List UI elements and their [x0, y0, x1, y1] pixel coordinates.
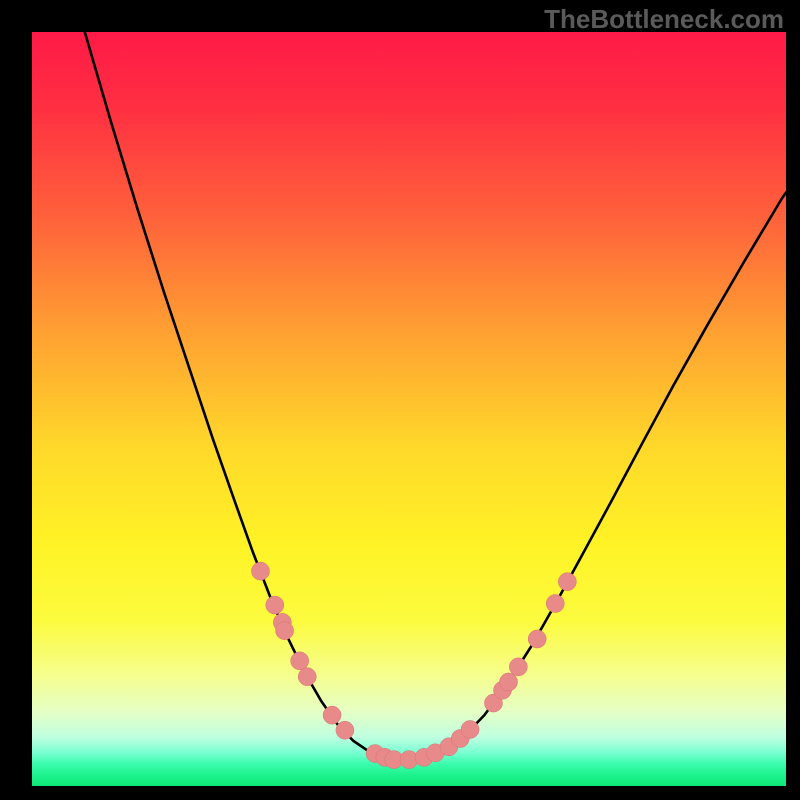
- scatter-point: [509, 658, 527, 676]
- scatter-points: [251, 562, 576, 769]
- scatter-point: [558, 573, 576, 591]
- watermark-text: TheBottleneck.com: [544, 4, 784, 35]
- scatter-point: [251, 562, 269, 580]
- plot-area: [32, 32, 786, 786]
- scatter-point: [500, 673, 518, 691]
- scatter-point: [298, 668, 316, 686]
- scatter-point: [461, 720, 479, 738]
- scatter-point: [266, 596, 284, 614]
- scatter-point: [323, 706, 341, 724]
- scatter-point: [528, 630, 546, 648]
- scatter-point: [336, 721, 354, 739]
- bottleneck-curve: [85, 32, 786, 760]
- scatter-point: [546, 595, 564, 613]
- scatter-point: [291, 652, 309, 670]
- scatter-point: [276, 622, 294, 640]
- plot-svg: [32, 32, 786, 786]
- chart-container: TheBottleneck.com: [0, 0, 800, 800]
